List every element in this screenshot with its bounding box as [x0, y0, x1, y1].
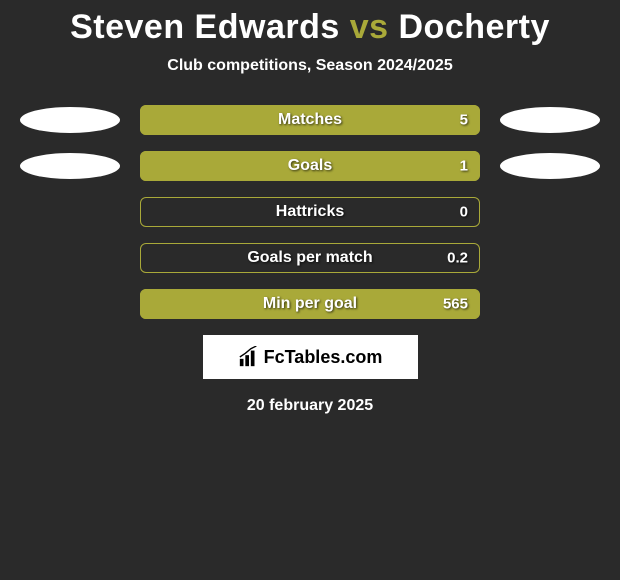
player1-oval-icon	[20, 153, 120, 179]
stat-label: Hattricks	[276, 203, 344, 221]
stat-row: Min per goal 565	[0, 289, 620, 319]
stat-label: Matches	[278, 111, 342, 129]
stat-row: Goals per match 0.2	[0, 243, 620, 273]
stat-bar: Hattricks 0	[140, 197, 480, 227]
stat-label: Goals	[288, 157, 332, 175]
player2-name: Docherty	[399, 8, 550, 46]
stat-bar: Goals per match 0.2	[140, 243, 480, 273]
oval-spacer	[10, 199, 110, 225]
stat-right-value: 0.2	[447, 250, 468, 267]
oval-spacer	[10, 245, 110, 271]
stat-label: Min per goal	[263, 295, 357, 313]
comparison-infographic: Steven Edwards vs Docherty Club competit…	[0, 0, 620, 415]
stat-right-value: 0	[460, 204, 468, 221]
stat-right-value: 1	[460, 158, 468, 175]
stat-bar: Matches 5	[140, 105, 480, 135]
brand-text: FcTables.com	[264, 347, 383, 368]
oval-spacer	[510, 199, 610, 225]
oval-spacer	[510, 291, 610, 317]
page-title: Steven Edwards vs Docherty	[0, 8, 620, 47]
stat-bar: Goals 1	[140, 151, 480, 181]
stat-rows: Matches 5 Goals 1 Hattricks 0	[0, 105, 620, 319]
stat-label: Goals per match	[247, 249, 372, 267]
stat-bar: Min per goal 565	[140, 289, 480, 319]
brand-badge: FcTables.com	[203, 335, 418, 379]
stat-row: Goals 1	[0, 151, 620, 181]
stat-right-value: 565	[443, 296, 468, 313]
vs-separator: vs	[350, 8, 389, 46]
oval-spacer	[510, 245, 610, 271]
player2-oval-icon	[500, 107, 600, 133]
stat-row: Matches 5	[0, 105, 620, 135]
bar-chart-icon	[238, 346, 260, 368]
player1-name: Steven Edwards	[70, 8, 340, 46]
oval-spacer	[10, 291, 110, 317]
player2-oval-icon	[500, 153, 600, 179]
player1-oval-icon	[20, 107, 120, 133]
stat-right-value: 5	[460, 112, 468, 129]
subtitle: Club competitions, Season 2024/2025	[0, 57, 620, 75]
date-label: 20 february 2025	[0, 397, 620, 415]
stat-row: Hattricks 0	[0, 197, 620, 227]
